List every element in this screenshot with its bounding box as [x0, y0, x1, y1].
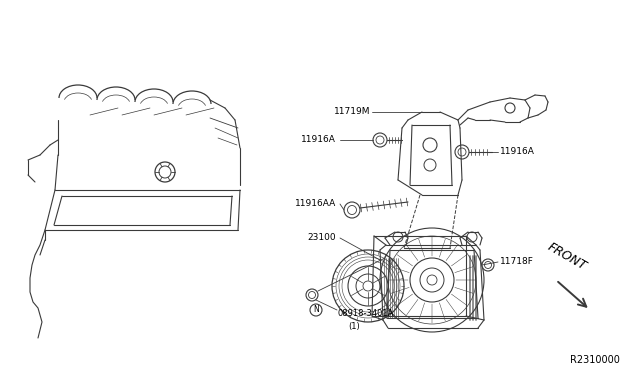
Circle shape [306, 289, 318, 301]
Text: 11916A: 11916A [500, 148, 535, 157]
Text: 23100: 23100 [307, 234, 336, 243]
Text: 11916AA: 11916AA [295, 199, 336, 208]
Circle shape [155, 162, 175, 182]
Circle shape [344, 202, 360, 218]
Text: 08918-3401A: 08918-3401A [338, 310, 394, 318]
Circle shape [373, 133, 387, 147]
Text: 11719M: 11719M [333, 108, 370, 116]
Circle shape [310, 304, 322, 316]
Text: R2310000: R2310000 [570, 355, 620, 365]
Text: 11718F: 11718F [500, 257, 534, 266]
Text: 11916A: 11916A [301, 135, 336, 144]
Text: FRONT: FRONT [545, 240, 589, 273]
Text: (1): (1) [348, 321, 360, 330]
Circle shape [482, 259, 494, 271]
Circle shape [455, 145, 469, 159]
Text: N: N [313, 305, 319, 314]
